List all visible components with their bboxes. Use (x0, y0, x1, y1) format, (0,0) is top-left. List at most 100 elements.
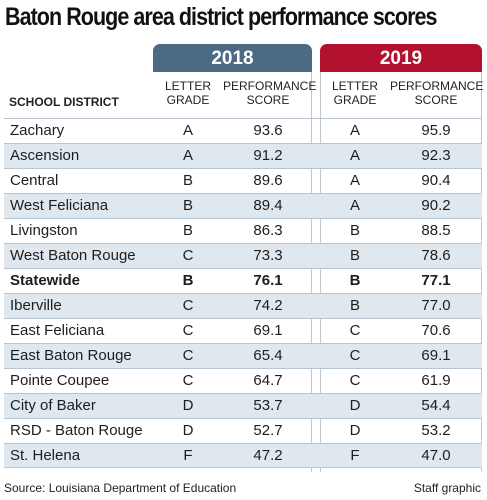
grade-2018-cell: D (182, 397, 194, 414)
table-row: Iberville C 74.2 B 77.0 (4, 293, 482, 318)
district-cell: West Feliciana (10, 197, 109, 214)
score-2018-cell: 86.3 (253, 222, 283, 239)
district-cell: Pointe Coupee (10, 372, 110, 389)
district-cell: West Baton Rouge (10, 247, 136, 264)
score-2019-cell: 54.4 (421, 397, 451, 414)
chart-title: Baton Rouge area district performance sc… (5, 3, 437, 31)
grade-2019-cell: A (349, 122, 360, 139)
year-2019-column-block (320, 72, 482, 472)
score-2018-line1: PERFORMANCE (223, 79, 317, 93)
table-row: West Baton Rouge C 73.3 B 78.6 (4, 243, 482, 268)
year-2018-header: 2018 (153, 44, 312, 72)
letter-grade-2019-line2: GRADE (333, 93, 377, 107)
grade-2019-cell: C (349, 347, 361, 364)
letter-grade-2018-line1: LETTER (164, 79, 211, 93)
score-2018-cell: 47.2 (253, 447, 283, 464)
score-2019-cell: 69.1 (421, 347, 451, 364)
score-2018-cell: 69.1 (253, 322, 283, 339)
score-2018-cell: 91.2 (253, 147, 283, 164)
table-row: Zachary A 93.6 A 95.9 (4, 118, 482, 143)
grade-2019-cell: C (349, 372, 361, 389)
district-cell: RSD - Baton Rouge (10, 422, 143, 439)
table-row: RSD - Baton Rouge D 52.7 D 53.2 (4, 418, 482, 443)
grade-2018-cell: A (182, 122, 193, 139)
score-2019-line1: PERFORMANCE (390, 79, 484, 93)
grade-2018-cell: C (182, 347, 194, 364)
score-2019-cell: 70.6 (421, 322, 451, 339)
district-cell: Ascension (10, 147, 80, 164)
year-2019-header: 2019 (320, 44, 482, 72)
grade-2019-cell: A (349, 197, 360, 214)
credit-note: Staff graphic (413, 481, 481, 495)
grade-2018-cell: C (182, 322, 194, 339)
grade-2019-cell: C (349, 322, 361, 339)
score-2019-cell: 77.0 (421, 297, 451, 314)
grade-2018-cell: B (182, 172, 193, 189)
table-row: East Baton Rouge C 65.4 C 69.1 (4, 343, 482, 368)
score-2019-cell: 53.2 (421, 422, 451, 439)
grade-2018-cell: B (182, 272, 194, 289)
score-2019-cell: 61.9 (421, 372, 451, 389)
letter-grade-2019-header: LETTER GRADE (320, 79, 390, 107)
score-2018-cell: 52.7 (253, 422, 283, 439)
score-2019-cell: 90.4 (421, 172, 451, 189)
score-2018-line2: SCORE (246, 93, 290, 107)
score-2018-cell: 89.6 (253, 172, 283, 189)
school-district-header: SCHOOL DISTRICT (9, 95, 119, 109)
grade-2018-cell: A (182, 147, 193, 164)
score-2019-cell: 77.1 (421, 272, 451, 289)
district-cell: Zachary (10, 122, 65, 139)
table-row: West Feliciana B 89.4 A 90.2 (4, 193, 482, 218)
table-row: Livingston B 86.3 B 88.5 (4, 218, 482, 243)
score-2018-cell: 73.3 (253, 247, 283, 264)
grade-2018-cell: C (182, 297, 194, 314)
table-row: Ascension A 91.2 A 92.3 (4, 143, 482, 168)
district-cell: East Baton Rouge (10, 347, 132, 364)
district-cell: St. Helena (10, 447, 81, 464)
grade-2019-cell: B (349, 272, 361, 289)
score-2018-cell: 76.1 (253, 272, 283, 289)
district-cell: Central (10, 172, 59, 189)
table-row: Statewide B 76.1 B 77.1 (4, 268, 482, 293)
score-2019-cell: 95.9 (421, 122, 451, 139)
grade-2019-cell: D (349, 397, 361, 414)
grade-2018-cell: C (182, 372, 194, 389)
district-cell: Livingston (10, 222, 78, 239)
grade-2019-cell: B (349, 222, 360, 239)
source-note: Source: Louisiana Department of Educatio… (4, 481, 237, 495)
score-2019-cell: 92.3 (421, 147, 451, 164)
score-2018-cell: 64.7 (253, 372, 283, 389)
grade-2018-cell: B (182, 222, 193, 239)
grade-2018-cell: D (182, 422, 194, 439)
district-cell: City of Baker (10, 397, 96, 414)
grade-2019-cell: B (349, 247, 360, 264)
score-2018-cell: 93.6 (253, 122, 283, 139)
year-2018-column-block (153, 72, 312, 472)
score-2019-header: PERFORMANCE SCORE (390, 79, 484, 107)
score-2019-cell: 78.6 (421, 247, 451, 264)
letter-grade-2019-line1: LETTER (331, 79, 378, 93)
letter-grade-2018-header: LETTER GRADE (153, 79, 223, 107)
table-row: City of Baker D 53.7 D 54.4 (4, 393, 482, 418)
district-cell: Iberville (10, 297, 62, 314)
score-2018-header: PERFORMANCE SCORE (223, 79, 317, 107)
score-2018-cell: 89.4 (253, 197, 283, 214)
score-2018-cell: 65.4 (253, 347, 283, 364)
grade-2019-cell: F (350, 447, 360, 464)
table-row: St. Helena F 47.2 F 47.0 (4, 443, 482, 468)
grade-2018-cell: C (182, 247, 194, 264)
score-2019-cell: 90.2 (421, 197, 451, 214)
district-cell: East Feliciana (10, 322, 105, 339)
district-cell: Statewide (10, 272, 81, 289)
table-row: Central B 89.6 A 90.4 (4, 168, 482, 193)
score-2019-cell: 47.0 (421, 447, 451, 464)
grade-2019-cell: A (349, 147, 360, 164)
score-2019-line2: SCORE (414, 93, 458, 107)
grade-2018-cell: F (183, 447, 193, 464)
letter-grade-2018-line2: GRADE (166, 93, 210, 107)
grade-2018-cell: B (182, 197, 193, 214)
grade-2019-cell: D (349, 422, 361, 439)
grade-2019-cell: B (349, 297, 360, 314)
table-row: Pointe Coupee C 64.7 C 61.9 (4, 368, 482, 393)
score-2018-cell: 74.2 (253, 297, 283, 314)
